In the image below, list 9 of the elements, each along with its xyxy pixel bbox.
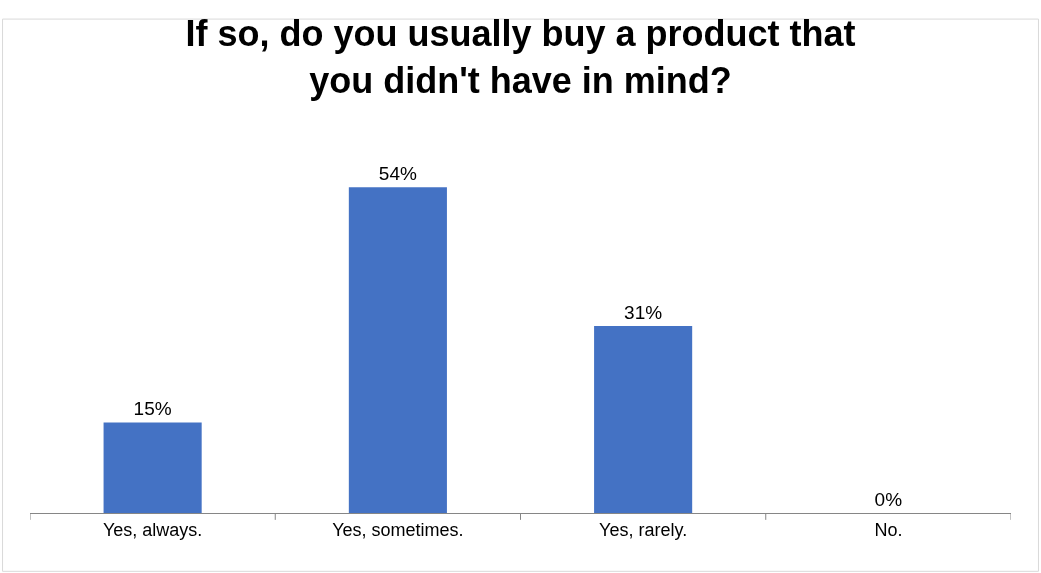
x-tick-label: Yes, sometimes. [332,519,464,540]
chart-title: If so, do you usually buy a product that you didn't have in mind? [185,12,856,101]
x-tick-label: Yes, rarely. [599,519,688,540]
x-tick-label: Yes, always. [102,519,203,540]
data-label: 15% [133,398,172,420]
x-tick-label: No. [874,519,903,540]
data-label: 0% [874,489,903,510]
data-label: 31% [624,301,663,323]
data-label: 54% [378,163,417,185]
